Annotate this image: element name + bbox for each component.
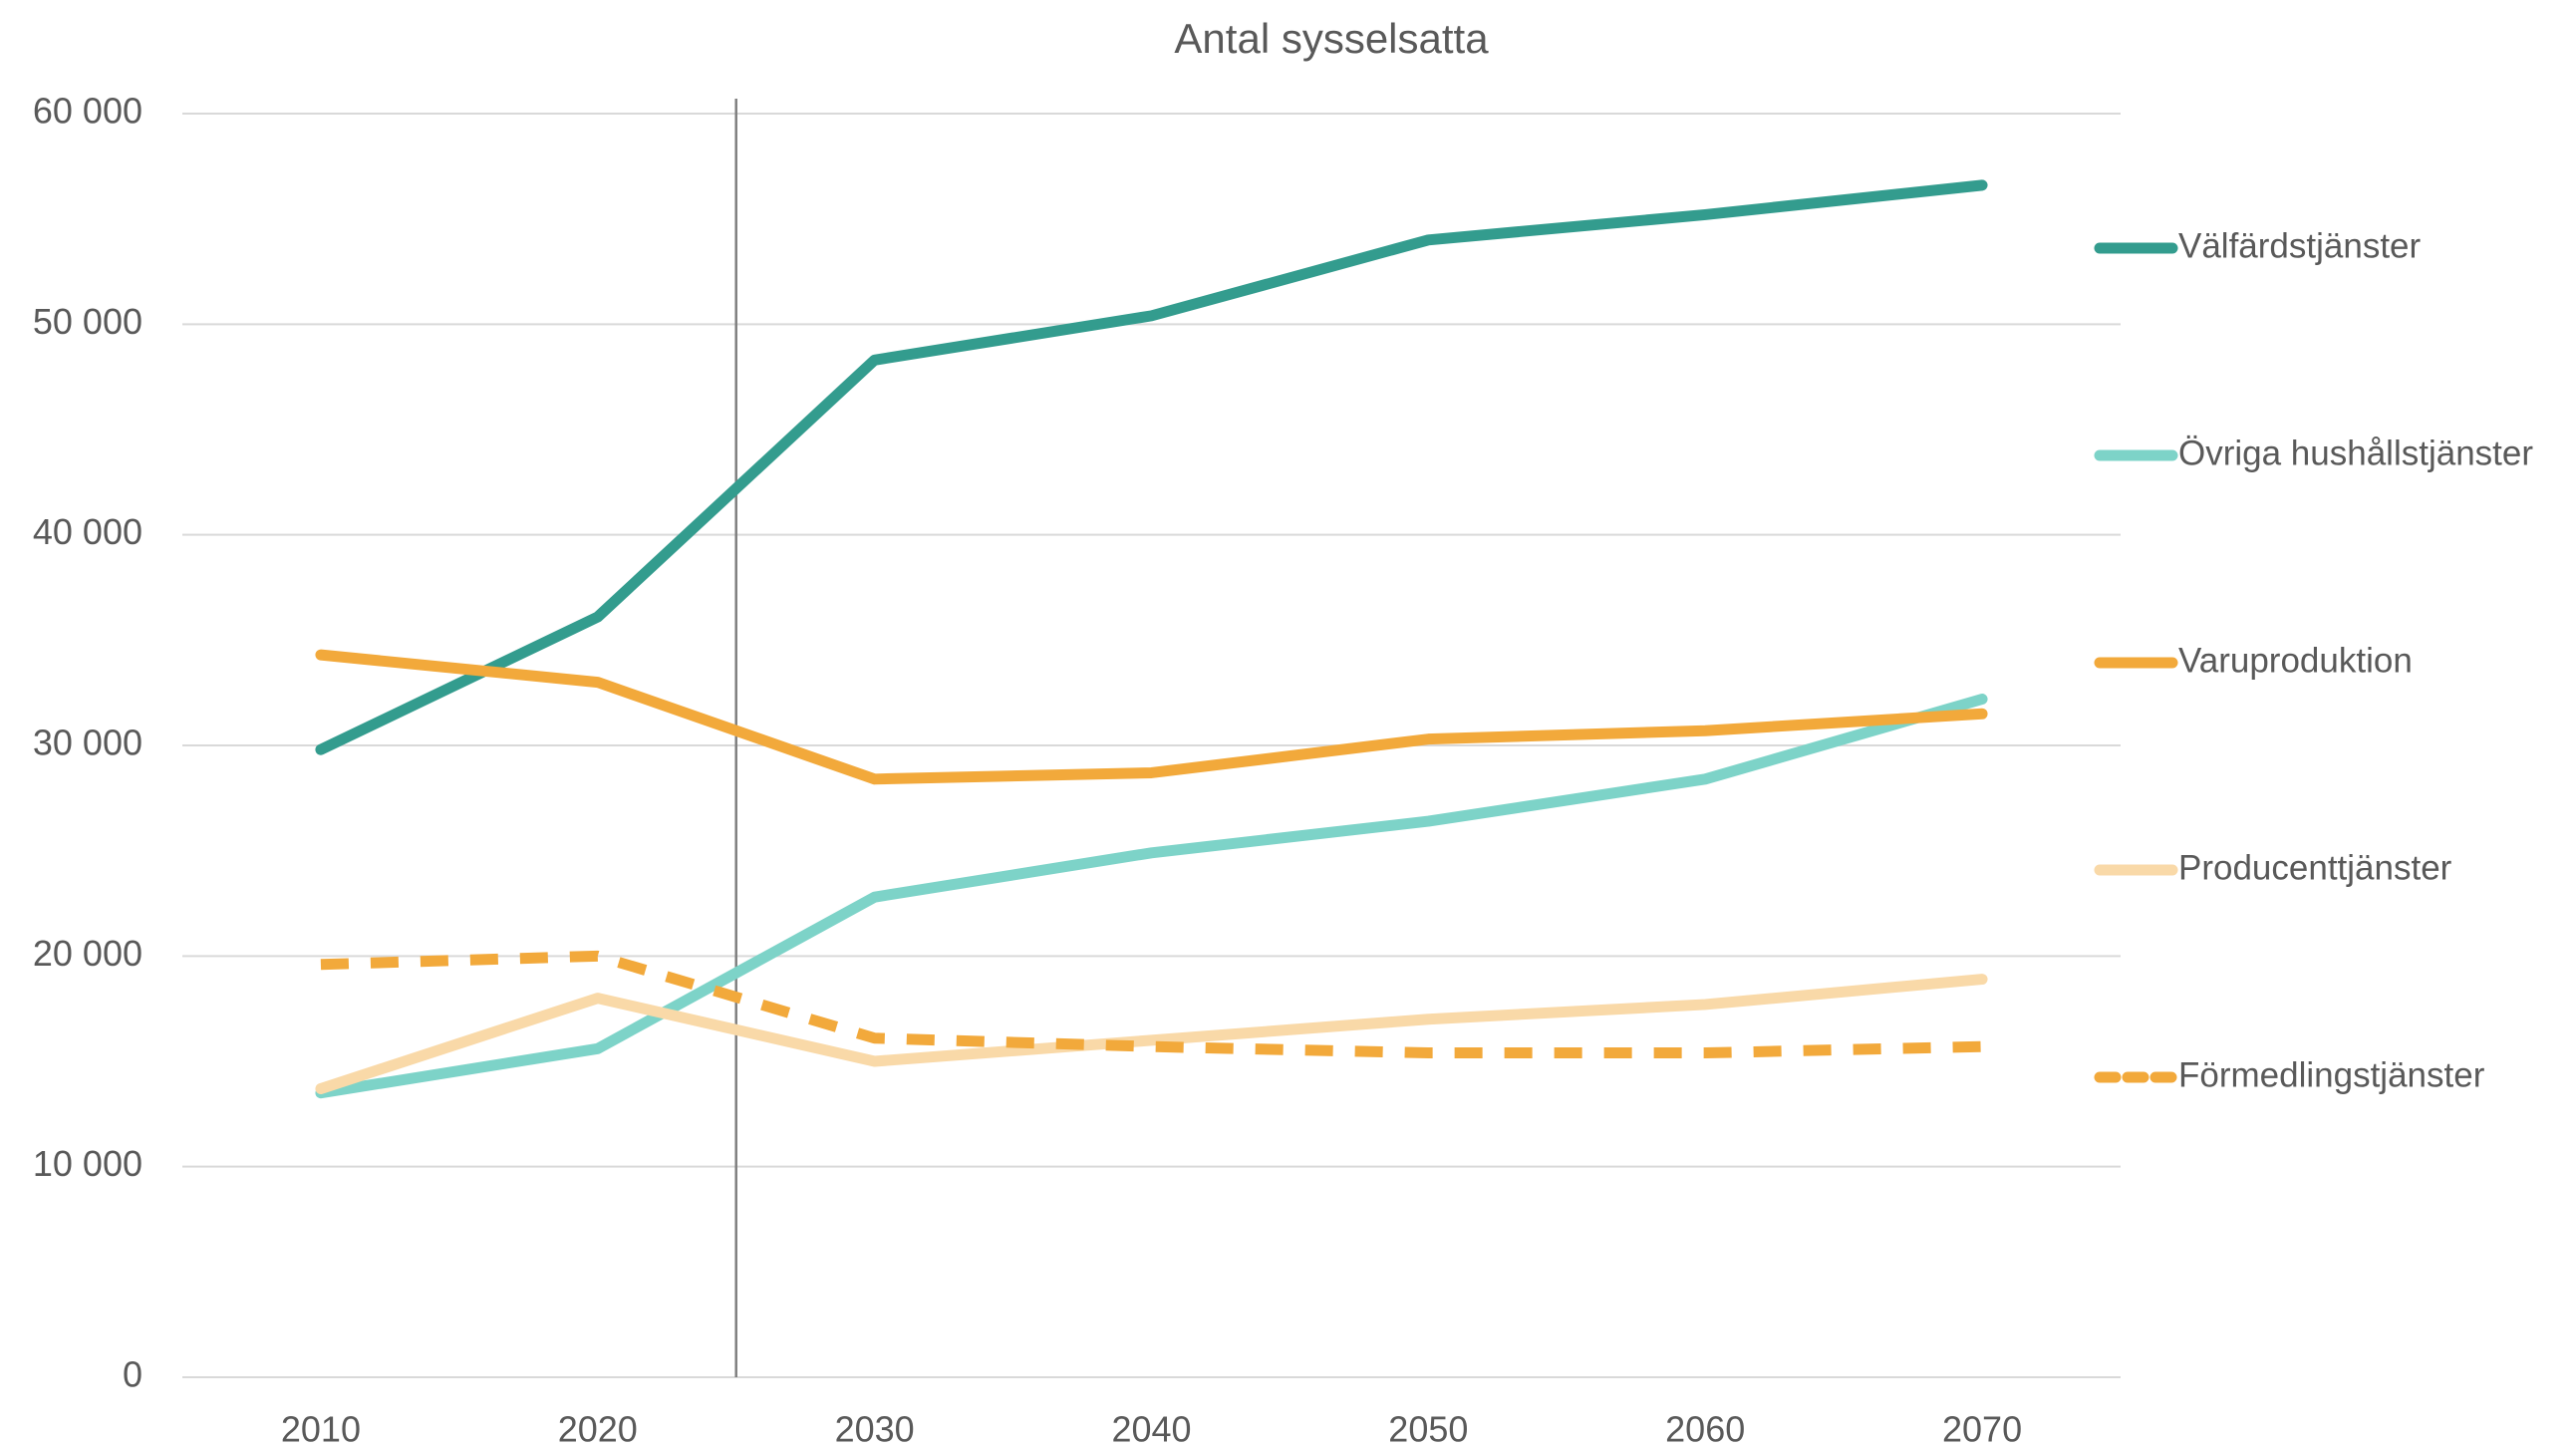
y-tick-label: 40 000 — [33, 511, 143, 552]
legend-label: Övriga hushållstjänster — [2178, 434, 2533, 472]
legend-label: Välfärdstjänster — [2178, 226, 2422, 265]
series-line — [320, 950, 1983, 1059]
x-tick-label: 2040 — [1111, 1409, 1191, 1450]
y-tick-label: 10 000 — [33, 1143, 143, 1184]
x-tick-label: 2070 — [1942, 1409, 2022, 1450]
y-tick-label: 0 — [123, 1354, 143, 1395]
series-line — [315, 974, 1988, 1094]
series-line — [315, 179, 1988, 755]
x-tick-label: 2050 — [1388, 1409, 1468, 1450]
x-tick-label: 2030 — [835, 1409, 915, 1450]
series-line — [315, 649, 1988, 785]
x-tick-label: 2010 — [281, 1409, 361, 1450]
x-tick-label: 2060 — [1665, 1409, 1745, 1450]
y-tick-label: 50 000 — [33, 301, 143, 342]
legend-label: Varuproduktion — [2178, 641, 2413, 680]
y-tick-label: 60 000 — [33, 91, 143, 132]
y-tick-label: 30 000 — [33, 723, 143, 763]
series-line — [315, 694, 1988, 1099]
legend-label: Producenttjänster — [2178, 848, 2452, 887]
legend-label: Förmedlingstjänster — [2178, 1055, 2485, 1094]
chart-title: Antal sysselsatta — [1174, 15, 1489, 62]
y-tick-label: 20 000 — [33, 933, 143, 974]
x-tick-label: 2020 — [558, 1409, 638, 1450]
